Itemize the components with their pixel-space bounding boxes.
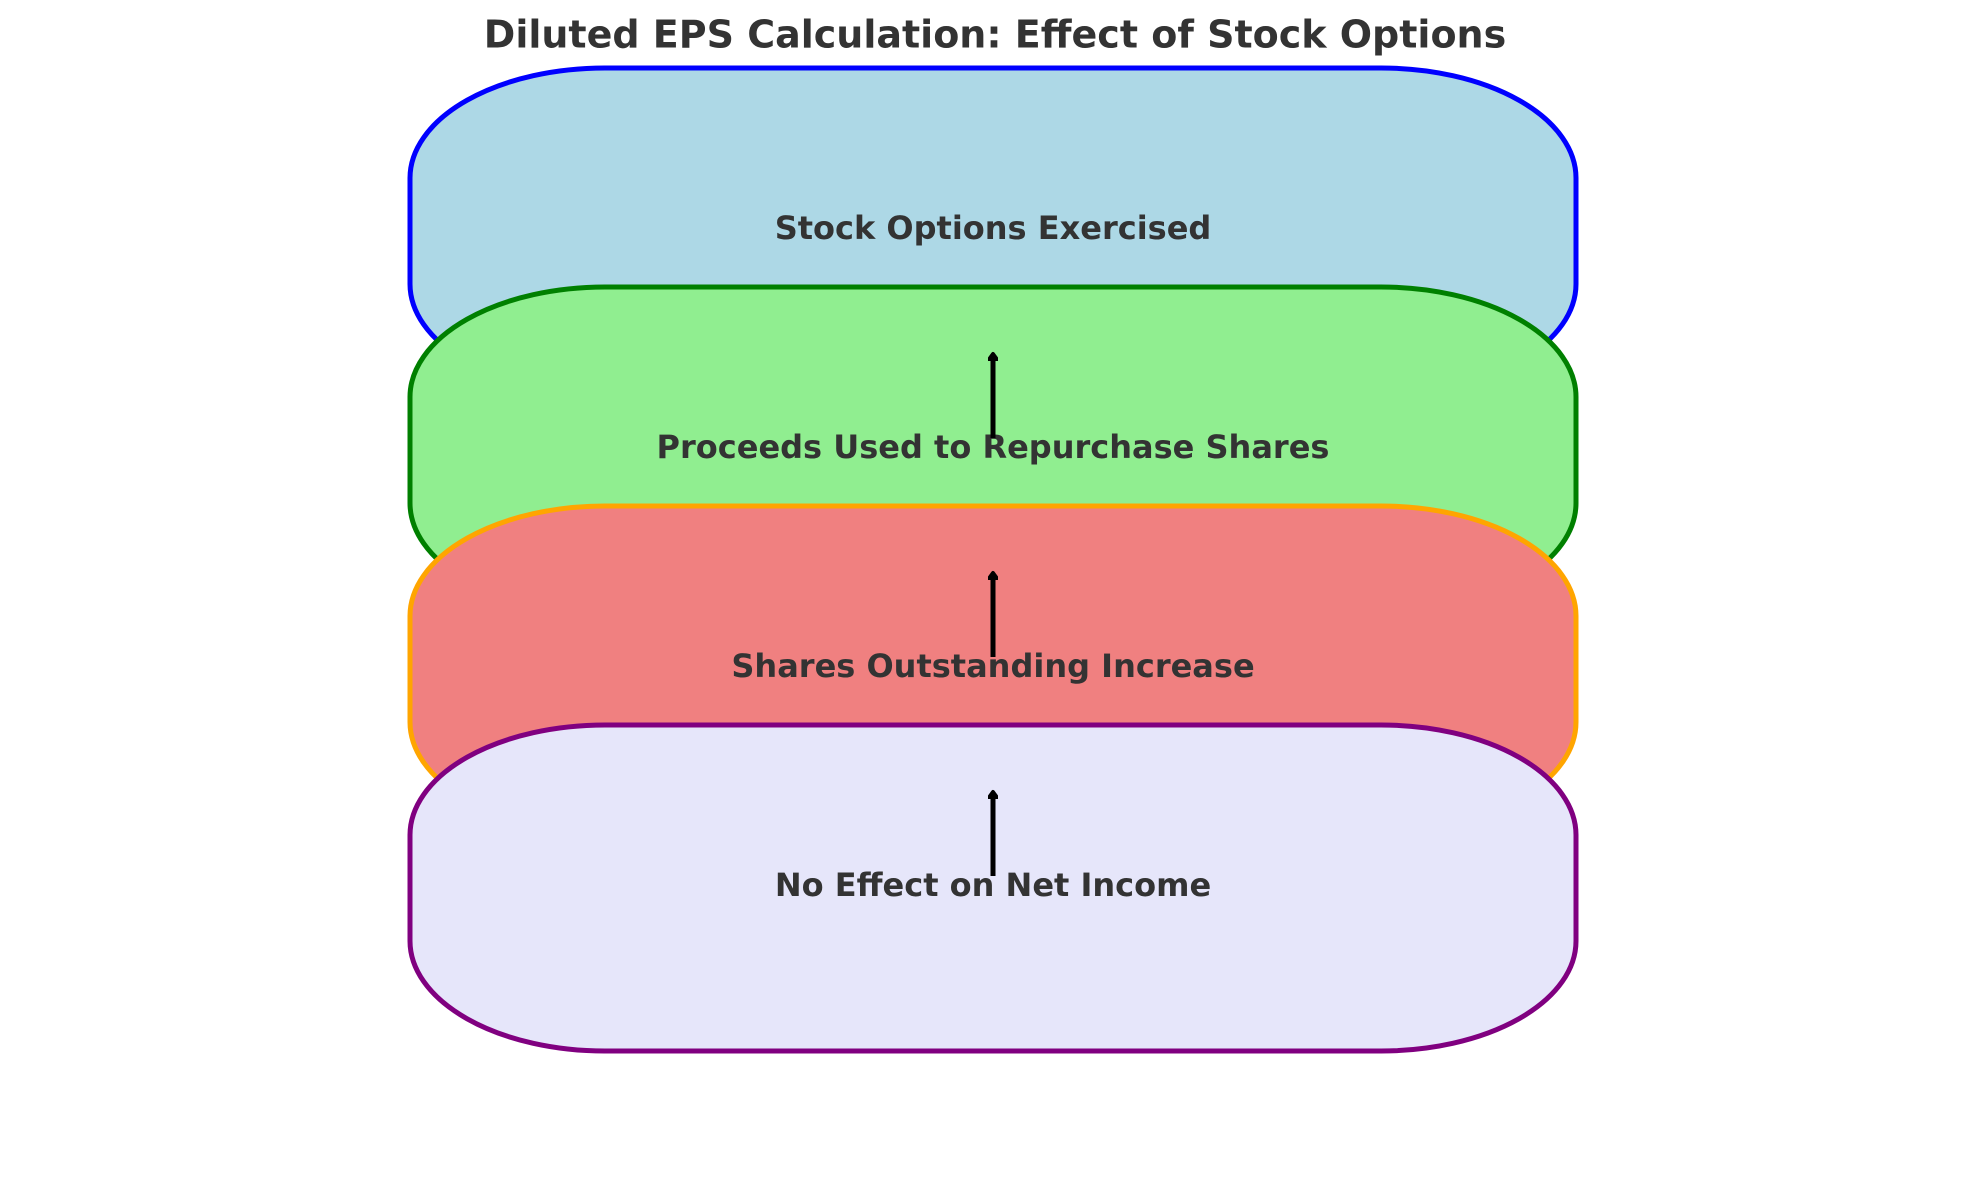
diagram-title: Diluted EPS Calculation: Effect of Stock… bbox=[484, 13, 1506, 57]
step-label-stock-options-exercised: Stock Options Exercised bbox=[775, 209, 1212, 247]
step-box-no-effect-on-net-income bbox=[407, 722, 1579, 1054]
